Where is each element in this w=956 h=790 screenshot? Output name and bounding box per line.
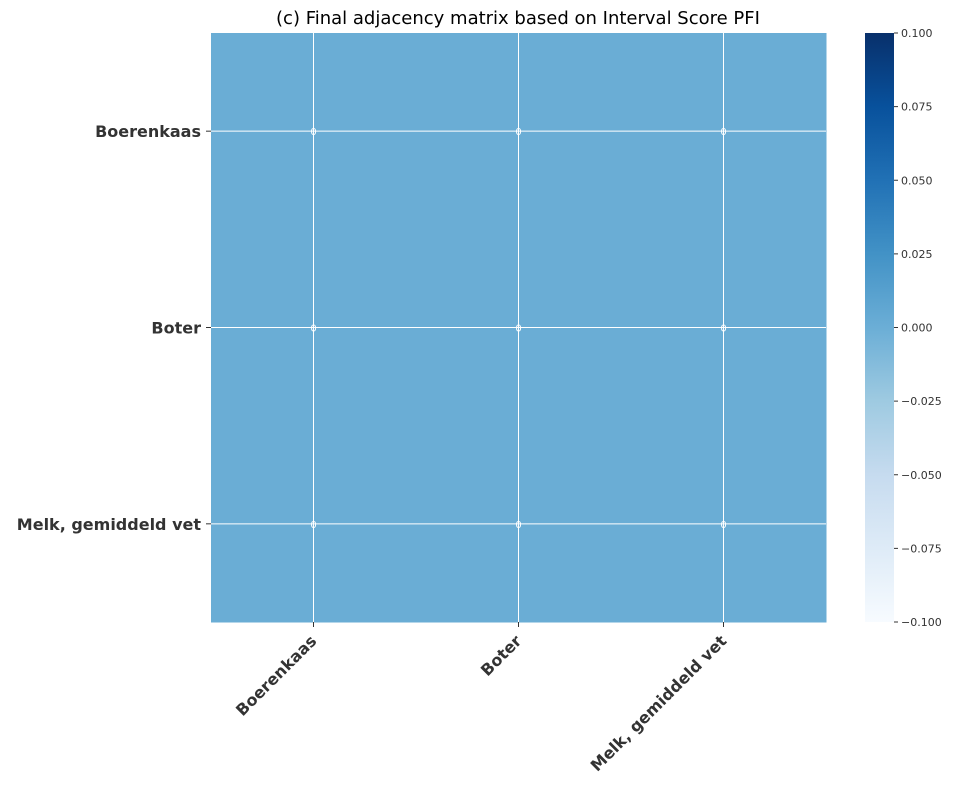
cell-value-label: 0	[720, 520, 726, 531]
cell-value-label: 0	[310, 520, 316, 531]
cell-value-label: 0	[310, 127, 316, 138]
colorbar: 0.100 0.075 0.050 0.025 0.000 −0.025 −0.050 −0.…	[865, 27, 942, 629]
colorbar-tick-label: 0.025	[901, 248, 933, 261]
x-tick-label: Melk, gemiddeld vet	[587, 631, 731, 775]
colorbar-tick-label: 0.050	[901, 174, 933, 187]
x-axis: Boerenkaas Boter Melk, gemiddeld vet	[232, 622, 731, 775]
grid-lines	[211, 33, 826, 622]
colorbar-tick-label: 0.000	[901, 322, 933, 335]
cell-value-label: 0	[515, 520, 521, 531]
y-tick-label: Melk, gemiddeld vet	[17, 515, 202, 534]
x-tick-label: Boter	[477, 631, 526, 680]
cell-value-label: 0	[515, 127, 521, 138]
cell-value-label: 0	[515, 324, 521, 335]
colorbar-tick-label: −0.100	[901, 616, 942, 629]
cell-value-label: 0	[720, 127, 726, 138]
colorbar-tick-label: −0.075	[901, 542, 942, 555]
cell-value-label: 0	[720, 324, 726, 335]
y-axis: Boerenkaas Boter Melk, gemiddeld vet	[17, 122, 211, 534]
colorbar-tick-label: −0.025	[901, 395, 942, 408]
x-tick-label: Boerenkaas	[232, 631, 320, 719]
cell-labels: 0 0 0 0 0 0 0 0 0	[310, 127, 726, 531]
y-tick-label: Boerenkaas	[95, 122, 201, 141]
colorbar-tick-label: 0.100	[901, 27, 933, 40]
colorbar-ticks: 0.100 0.075 0.050 0.025 0.000 −0.025 −0.050 −0.…	[894, 27, 942, 629]
y-tick-label: Boter	[151, 319, 201, 338]
chart-title: (c) Final adjacency matrix based on Inte…	[276, 8, 760, 29]
cell-value-label: 0	[310, 324, 316, 335]
colorbar-tick-label: −0.050	[901, 469, 942, 482]
colorbar-tick-label: 0.075	[901, 101, 933, 114]
colorbar-gradient	[865, 33, 894, 622]
